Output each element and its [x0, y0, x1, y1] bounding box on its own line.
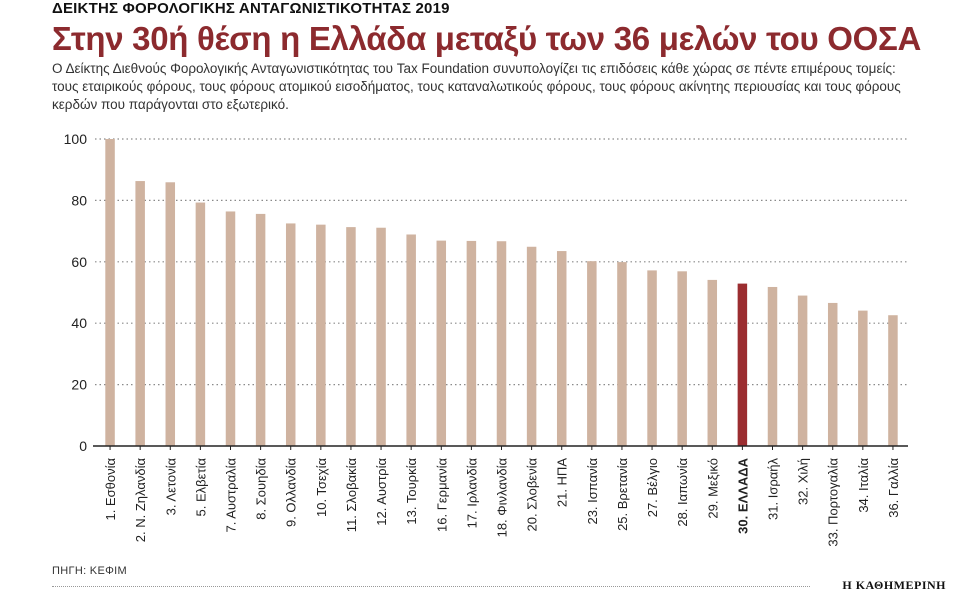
bar: [797, 295, 808, 446]
y-tick-label: 60: [71, 254, 87, 270]
x-tick-label: 9. Ολλανδία: [284, 458, 299, 528]
x-tick-label: 27. Βέλγιο: [645, 458, 660, 517]
x-tick-label: 16. Γερμανία: [434, 458, 449, 532]
bar: [225, 211, 236, 446]
x-tick-label: 25. Βρετανία: [615, 458, 630, 531]
bar: [677, 271, 687, 446]
bar: [496, 241, 507, 446]
x-tick-label: 10. Τσεχία: [314, 458, 329, 517]
x-tick-label: 29. Μεξικό: [705, 458, 720, 519]
x-tick-label: 3. Λετονία: [163, 458, 178, 516]
publisher-logo: Η ΚΑΘΗΜΕΡΙΝΗ: [842, 578, 946, 592]
axes: 0 20 40 60 80 100: [64, 131, 908, 454]
y-tick-label: 20: [71, 377, 87, 393]
bar: [406, 234, 416, 446]
x-tick-label: 32. Χιλή: [796, 458, 811, 505]
bar: [827, 302, 838, 446]
chart-description: Ο Δείκτης Διεθνούς Φορολογικής Ανταγωνισ…: [52, 61, 901, 112]
x-tick-label: 20. Σλοβενία: [525, 458, 540, 532]
bar: [466, 240, 477, 446]
bar-highlight: [737, 283, 748, 446]
x-tick-label: 17. Ιρλανδία: [464, 458, 479, 529]
y-tick-label: 40: [71, 315, 87, 331]
chart-kicker: ΔΕΙΚΤΗΣ ΦΟΡΟΛΟΓΙΚΗΣ ΑΝΤΑΓΩΝΙΣΤΙΚΟΤΗΤΑΣ 2…: [52, 0, 450, 17]
x-tick-label: 5. Ελβετία: [193, 458, 208, 517]
bar: [285, 223, 296, 446]
bar: [105, 139, 115, 446]
x-tick-label: 2. Ν. Ζηλανδία: [133, 458, 148, 543]
x-tick-label: 34. Ιταλία: [856, 458, 871, 513]
category-labels: 1. Εσθονία 2. Ν. Ζηλανδία 3. Λετονία 5. Ελβ…: [103, 457, 901, 546]
bar: [647, 270, 657, 446]
bar: [376, 227, 386, 446]
bar: [316, 224, 326, 446]
bars: [105, 139, 898, 447]
bar: [556, 251, 567, 446]
x-tick-label: 36. Γαλλία: [886, 458, 901, 518]
bar: [195, 202, 206, 446]
bar: [526, 246, 537, 446]
bar: [707, 279, 718, 446]
x-tick-label: 28. Ιαπωνία: [675, 458, 690, 527]
x-tick-label: 33. Πορτογαλία: [826, 458, 841, 547]
bar: [858, 310, 868, 446]
x-tick-label: 30. ΕΛΛΑΔΑ: [735, 457, 750, 533]
y-tick-label: 0: [79, 438, 87, 454]
x-tick-label: 1. Εσθονία: [103, 458, 118, 521]
x-tick-label: 7. Αυστραλία: [224, 458, 239, 533]
x-tick-label: 31. Ισραήλ: [766, 458, 781, 520]
x-tick-label: 21. ΗΠΑ: [555, 458, 570, 507]
bar: [255, 213, 266, 446]
bar: [617, 262, 627, 446]
x-tick-label: 18. Φινλανδία: [495, 458, 510, 538]
bar: [346, 227, 356, 446]
y-tick-label: 100: [64, 131, 88, 147]
footer-divider: [52, 586, 810, 587]
x-tick-label: 8. Σουηδία: [254, 458, 269, 520]
x-tick-label: 12. Αυστρία: [374, 458, 389, 526]
bar: [135, 181, 145, 446]
x-tick-label: 13. Τουρκία: [404, 458, 419, 525]
chart-title: Στην 30ή θέση η Ελλάδα μεταξύ των 36 μελ…: [52, 20, 922, 57]
bar: [888, 315, 898, 446]
bar: [436, 240, 447, 446]
bar: [165, 182, 176, 447]
x-tick-label: 11. Σλοβακία: [344, 458, 359, 533]
source-note: ΠΗΓΗ: ΚΕΦΙΜ: [52, 565, 127, 577]
bar: [767, 286, 778, 446]
y-tick-label: 80: [71, 192, 87, 208]
bar: [587, 261, 597, 446]
x-tick-label: 23. Ισπανία: [585, 458, 600, 525]
